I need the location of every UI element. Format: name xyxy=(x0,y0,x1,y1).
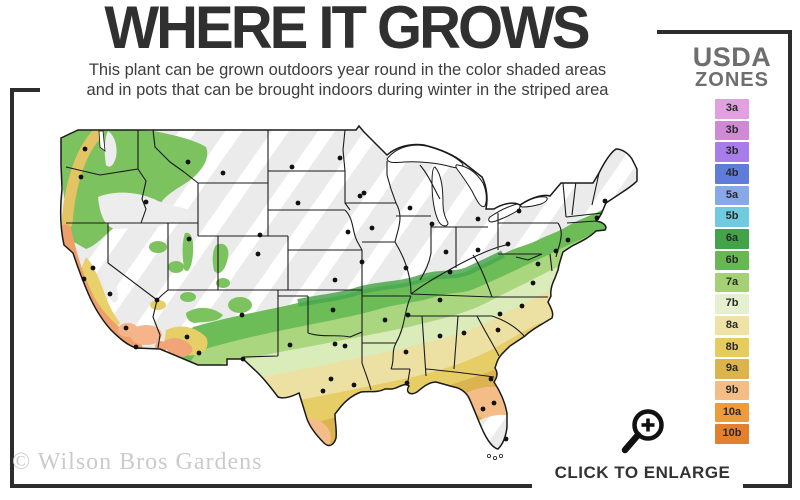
legend-zone-4b: 4b xyxy=(715,164,749,184)
sierra-gray xyxy=(102,263,118,303)
legend-zone-3a: 3a xyxy=(715,99,749,119)
lake-huron xyxy=(455,164,487,208)
magnifier-plus-icon[interactable] xyxy=(615,405,671,461)
page-title: WHERE IT GROWS xyxy=(104,0,590,62)
legend-zone-6b: 6b xyxy=(715,250,749,271)
ca-central-valley-yellow xyxy=(82,257,120,327)
legend-zones: 3a 3b 3b 4b 5a 5b 6a 6b 7a 7b 8a 8b 9a 9b 10a 10b xyxy=(676,99,788,446)
legend-zone-9b: 9b xyxy=(715,380,749,401)
city-dots xyxy=(78,146,608,442)
subtitle-line-1: This plant can be grown outdoors year ro… xyxy=(88,61,607,79)
zone-pnw-green xyxy=(60,127,208,249)
frame-right xyxy=(788,30,792,488)
lake-michigan xyxy=(431,166,449,227)
usda-zones-legend: USDA ZONES 3a 3b 3b 4b 5a 5b 6a 6b 7a 7b 8a 8b 9a 9b 1… xyxy=(676,44,788,446)
az-rim-green xyxy=(186,307,223,323)
zone-10a-texas-tip xyxy=(298,442,321,449)
legend-zone-3b: 3b xyxy=(715,142,749,162)
legend-zone-9a: 9a xyxy=(715,359,749,379)
us-zone-map[interactable] xyxy=(58,105,638,465)
legend-zone-8b: 8b xyxy=(715,337,749,358)
zone-9b-texas xyxy=(273,417,331,449)
us-outline xyxy=(59,124,638,450)
subtitle: This plant can be grown outdoors year ro… xyxy=(55,60,640,100)
legend-zone-10a: 10a xyxy=(715,402,749,423)
lake-ontario xyxy=(520,196,548,208)
state-borders xyxy=(65,129,603,391)
click-to-enlarge-label[interactable]: CLICK TO ENLARGE xyxy=(554,463,731,482)
frame-top-left-stub xyxy=(10,88,40,92)
florida-keys xyxy=(486,453,503,460)
legend-zone-5b: 5b xyxy=(715,207,749,227)
subtitle-line-2: and in pots that can be brought indoors … xyxy=(86,81,609,99)
legend-zone-7b: 7b xyxy=(715,294,749,314)
click-to-enlarge[interactable]: CLICK TO ENLARGE xyxy=(545,405,740,483)
frame-bottom-left xyxy=(10,484,532,488)
watermark: © Wilson Bros Gardens xyxy=(12,449,263,475)
pnw-coast-yellow xyxy=(61,127,104,229)
great-lakes xyxy=(98,130,548,227)
legend-zone-7a: 7a xyxy=(715,272,749,292)
legend-heading-zones: ZONES xyxy=(695,69,769,91)
legend-heading-usda: USDA xyxy=(692,42,772,72)
us-zone-map-svg xyxy=(59,124,638,460)
puget-sound xyxy=(98,130,106,152)
legend-zone-8a: 8a xyxy=(715,315,749,336)
legend-zone-3b: 3b xyxy=(715,120,749,141)
frame-top-right xyxy=(657,30,792,34)
legend-zone-5a: 5a xyxy=(715,185,749,206)
frame-bottom-right xyxy=(743,484,792,488)
legend-zone-6a: 6a xyxy=(715,229,749,249)
frame-left xyxy=(10,88,14,488)
legend-zone-10b: 10b xyxy=(715,424,749,444)
